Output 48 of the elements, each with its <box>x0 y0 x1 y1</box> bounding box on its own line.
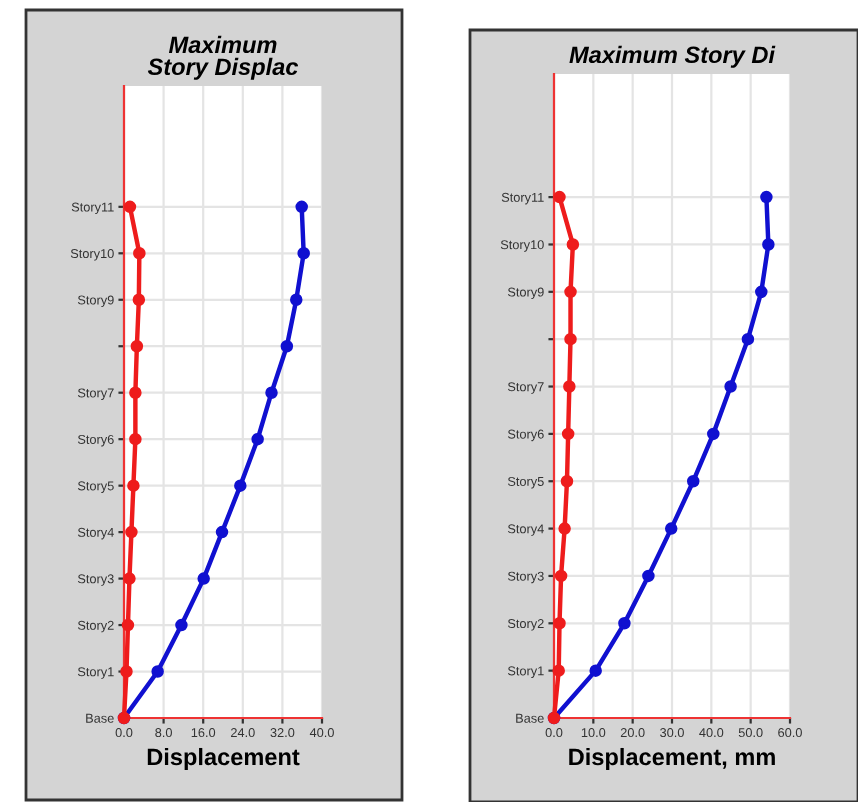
point <box>558 522 571 535</box>
point <box>197 572 210 585</box>
point <box>123 572 136 585</box>
point <box>686 474 700 488</box>
point <box>724 380 737 393</box>
point <box>121 618 135 632</box>
point <box>175 618 188 632</box>
point <box>151 665 164 678</box>
chart-title: Maximum Story Displac <box>147 35 299 80</box>
point <box>564 332 577 346</box>
point <box>563 380 576 393</box>
point <box>564 285 577 299</box>
point <box>215 525 229 539</box>
x-axis-title: Displacement <box>147 747 300 770</box>
point <box>566 238 580 251</box>
point <box>552 664 565 677</box>
point <box>561 427 575 441</box>
point <box>295 200 308 214</box>
point <box>553 617 566 630</box>
point <box>707 427 720 441</box>
point <box>127 479 140 492</box>
point <box>129 386 142 399</box>
point <box>297 247 310 260</box>
point <box>125 525 138 539</box>
point <box>130 339 144 353</box>
point <box>560 474 574 488</box>
point <box>664 522 678 535</box>
point <box>642 569 655 583</box>
point <box>133 247 146 260</box>
point <box>618 617 631 630</box>
point <box>129 432 142 446</box>
point <box>123 200 137 214</box>
point <box>553 190 566 204</box>
point <box>280 339 294 353</box>
point <box>755 285 768 299</box>
point <box>251 432 264 446</box>
x-axis-title: Displacement, mm <box>569 747 775 770</box>
point <box>265 386 278 399</box>
point <box>741 332 755 346</box>
point <box>760 190 773 204</box>
point <box>762 238 775 251</box>
point <box>132 293 146 307</box>
point <box>234 479 247 492</box>
point <box>120 665 133 678</box>
chart-title: Maximum Story Di <box>569 45 776 68</box>
point <box>554 569 568 583</box>
point <box>290 293 303 307</box>
point <box>589 664 602 677</box>
